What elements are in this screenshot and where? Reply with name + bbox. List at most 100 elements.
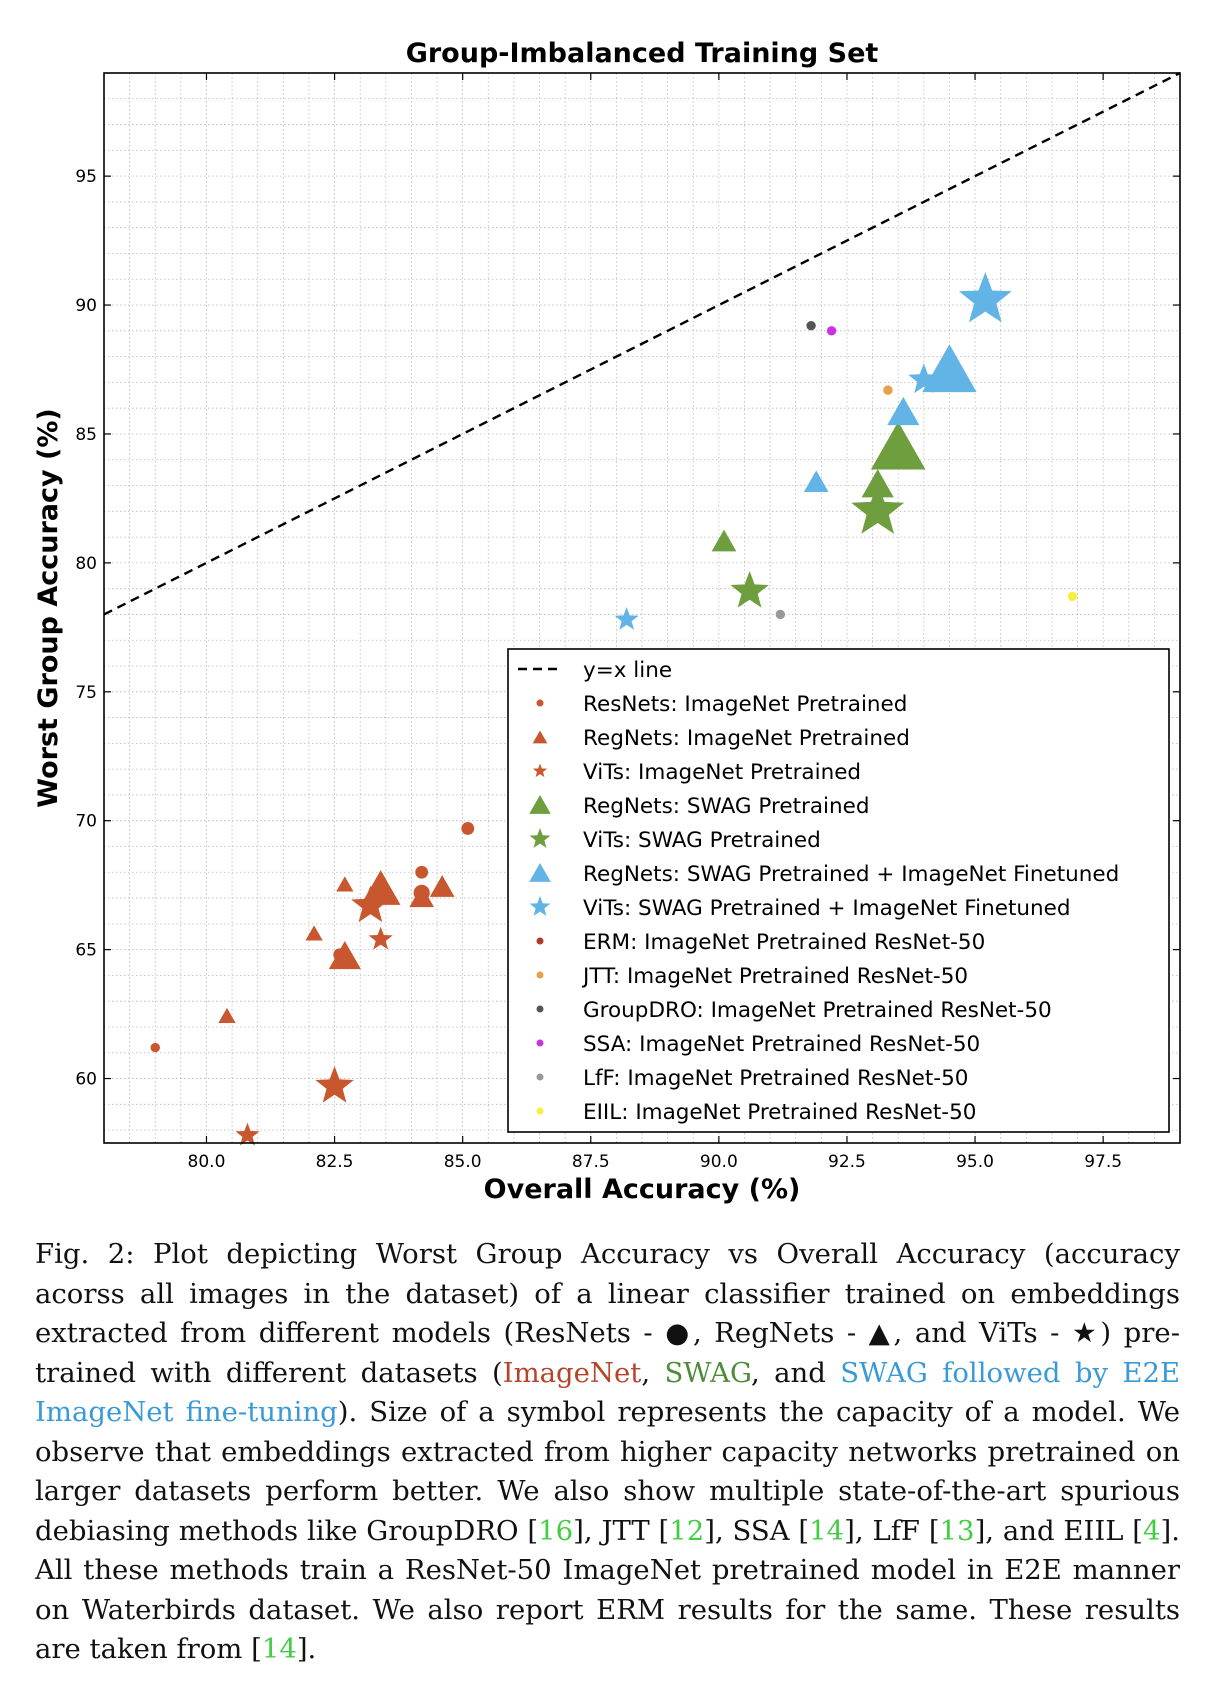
data-point	[826, 326, 837, 336]
data-point	[614, 607, 639, 630]
y-tick-label: 85	[75, 425, 97, 445]
data-point	[429, 875, 455, 897]
citation-link[interactable]: 12	[669, 1514, 705, 1547]
data-point	[775, 609, 786, 620]
legend-entry: GroupDRO: ImageNet Pretrained ResNet-50	[583, 998, 1052, 1023]
y-tick-label: 90	[75, 296, 97, 316]
data-point	[851, 483, 905, 534]
caption-swag: SWAG	[664, 1356, 752, 1389]
x-tick-label: 97.5	[1084, 1152, 1122, 1172]
x-axis-label: Overall Accuracy (%)	[484, 1174, 801, 1205]
y-tick-label: 80	[75, 554, 97, 574]
x-tick-label: 95.0	[956, 1152, 994, 1172]
data-point	[461, 822, 475, 835]
legend-entry: ViTs: SWAG Pretrained	[583, 828, 821, 853]
citation-link[interactable]: 4	[1143, 1514, 1161, 1547]
data-point	[150, 1042, 160, 1053]
legend-entry: RegNets: ImageNet Pretrained	[583, 726, 910, 751]
figure-caption: Fig. 2: Plot depicting Worst Group Accur…	[35, 1235, 1180, 1670]
data-point	[883, 385, 893, 395]
y-tick-label: 75	[75, 683, 97, 703]
legend-entry: RegNets: SWAG Pretrained + ImageNet Fine…	[583, 862, 1119, 887]
chart-title: Group-Imbalanced Training Set	[406, 38, 879, 69]
caption-text: ,	[641, 1356, 665, 1389]
reference-line	[103, 71, 1181, 616]
data-point	[315, 1066, 354, 1103]
legend-entry: ERM: ImageNet Pretrained ResNet-50	[583, 930, 985, 955]
axis-ticks: 80.0 82.5 85.0 87.5 90.0 92.5 95.0 97.5 60 65 70 75…	[75, 73, 1180, 1172]
caption-text: ], SSA [	[704, 1514, 810, 1547]
x-tick-label: 92.5	[828, 1152, 866, 1172]
citation-link[interactable]: 14	[809, 1514, 845, 1547]
data-point	[887, 396, 920, 426]
legend-marker	[532, 763, 548, 778]
caption-text: ], and EIIL [	[974, 1514, 1144, 1547]
x-tick-label: 87.5	[572, 1152, 610, 1172]
legend-marker	[536, 937, 544, 945]
caption-text: ). Size of a symbol represents the capac…	[35, 1396, 1180, 1547]
data-point	[861, 469, 894, 498]
data-point	[922, 344, 977, 393]
legend-marker	[529, 896, 551, 916]
scatter-chart: Group-Imbalanced Training Set 80.0 82.5 85…	[33, 38, 1181, 1205]
legend-marker	[529, 795, 551, 814]
citation-link[interactable]: 13	[939, 1514, 975, 1547]
data-point	[305, 925, 323, 941]
legend-box	[507, 648, 1170, 1133]
x-tick-label: 90.0	[700, 1152, 738, 1172]
data-point	[958, 272, 1012, 323]
caption-text: ].	[296, 1633, 317, 1665]
data-point	[711, 529, 737, 552]
data-point	[730, 571, 769, 608]
legend-entry: RegNets: SWAG Pretrained	[583, 794, 870, 819]
legend-marker	[536, 1039, 544, 1047]
legend-marker	[536, 1073, 544, 1081]
caption-text: Plot depicting Worst Group Accuracy vs O…	[35, 1238, 1180, 1389]
data-point	[328, 940, 361, 970]
data-points	[150, 272, 1078, 1146]
y-equals-x-line	[103, 71, 1181, 616]
data-point	[908, 363, 940, 394]
legend-marker	[536, 699, 544, 707]
caption-swag-e2e: SWAG followed by E2E ImageNet fine-tunin…	[35, 1356, 1181, 1429]
y-tick-label: 65	[75, 941, 97, 961]
caption-text: , and	[751, 1356, 841, 1389]
data-point	[336, 876, 354, 892]
y-tick-label: 70	[75, 812, 97, 832]
y-tick-label: 60	[75, 1070, 97, 1090]
data-point	[806, 320, 816, 331]
citation-link[interactable]: 16	[538, 1514, 574, 1547]
legend-entry: ViTs: ImageNet Pretrained	[583, 760, 861, 785]
legend-entry: ResNets: ImageNet Pretrained	[583, 692, 907, 717]
caption-imagenet: ImageNet	[502, 1356, 642, 1389]
data-point	[409, 885, 435, 908]
legend-marker	[536, 971, 544, 979]
legend-marker	[532, 730, 548, 744]
x-tick-label: 82.5	[316, 1152, 354, 1172]
legend-entry: SSA: ImageNet Pretrained ResNet-50	[583, 1032, 980, 1057]
data-point	[235, 1122, 260, 1146]
caption-text: ], LfF [	[844, 1514, 940, 1547]
y-axis-label: Worst Group Accuracy (%)	[33, 408, 64, 807]
x-tick-label: 80.0	[188, 1152, 226, 1172]
data-point	[415, 865, 429, 879]
legend-entry: EIIL: ImageNet Pretrained ResNet-50	[583, 1100, 976, 1125]
legend-entry: ViTs: SWAG Pretrained + ImageNet Finetun…	[583, 896, 1071, 921]
legend-marker	[529, 863, 551, 882]
legend-entry: JTT: ImageNet Pretrained ResNet-50	[581, 964, 968, 989]
legend-entry: LfF: ImageNet Pretrained ResNet-50	[583, 1066, 968, 1091]
caption-fig-label: Fig. 2:	[35, 1238, 135, 1270]
caption-text: ], JTT [	[573, 1514, 670, 1547]
data-point	[870, 421, 926, 470]
citation-link[interactable]: 14	[261, 1633, 297, 1665]
legend-entry: y=x line	[583, 658, 672, 683]
data-point	[803, 470, 829, 493]
plot-frame	[103, 72, 1181, 1144]
data-point	[368, 926, 393, 950]
caption-text: ]. All these methods train a ResNet-50 I…	[35, 1514, 1181, 1666]
legend-marker	[529, 828, 551, 848]
data-point	[218, 1007, 236, 1023]
y-tick-label: 95	[75, 167, 97, 187]
x-tick-label: 85.0	[444, 1152, 482, 1172]
legend-marker	[536, 1005, 544, 1013]
